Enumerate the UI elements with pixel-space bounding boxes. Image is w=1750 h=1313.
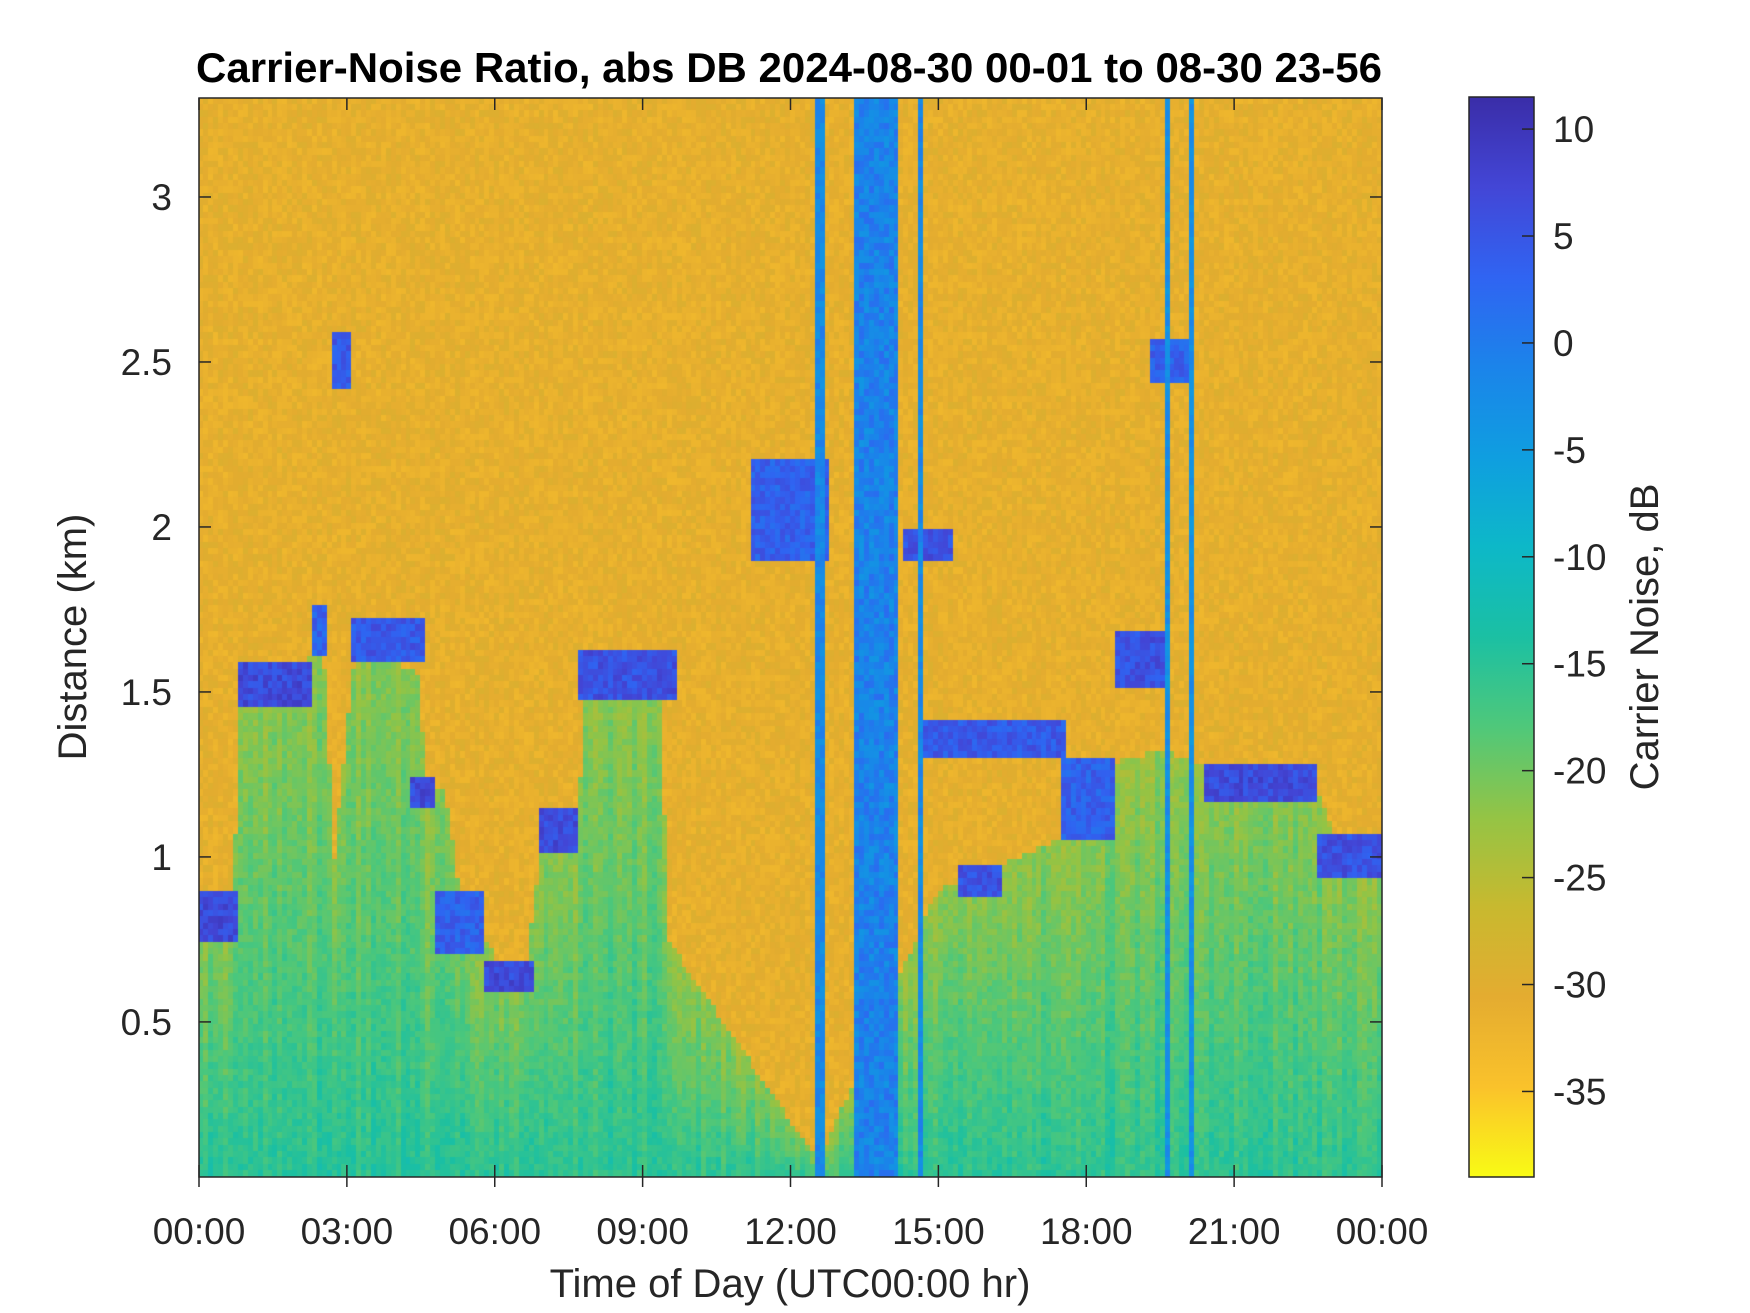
y-tick-label: 2	[151, 507, 172, 548]
y-tick-label: 3	[151, 177, 172, 218]
colorbar-ticks: 10 5 0 -5 -10 -15 -20 -25 -30 -35	[1522, 109, 1606, 1112]
y-tick-label: 1.5	[121, 672, 172, 713]
colorbar-label: Carrier Noise, dB	[1623, 484, 1667, 791]
colorbar-tick-label: -5	[1553, 430, 1586, 471]
colorbar: 10 5 0 -5 -10 -15 -20 -25 -30 -35 Carrier Noise, …	[1468, 96, 1667, 1178]
y-tick-label: 0.5	[121, 1002, 172, 1043]
plot-area: 00:00 03:00 06:00 09:00 12:00 15:00 18:00 21:00…	[121, 97, 1429, 1252]
x-axis: 00:00 03:00 06:00 09:00 12:00 15:00 18:00 21:00…	[153, 98, 1429, 1252]
colorbar-tick-label: -35	[1553, 1071, 1606, 1112]
x-tick-label: 12:00	[744, 1211, 837, 1252]
colorbar-tick-label: -20	[1553, 751, 1606, 792]
colorbar-tick-label: 0	[1553, 323, 1574, 364]
x-tick-label: 15:00	[892, 1211, 985, 1252]
colorbar-tick-label: -15	[1553, 644, 1606, 685]
chart-title: Carrier-Noise Ratio, abs DB 2024-08-30 0…	[196, 44, 1382, 91]
x-axis-label: Time of Day (UTC00:00 hr)	[550, 1262, 1031, 1306]
x-tick-label: 00:00	[1336, 1211, 1429, 1252]
colorbar-tick-label: 10	[1553, 109, 1594, 150]
x-tick-label: 18:00	[1040, 1211, 1133, 1252]
x-tick-label: 03:00	[301, 1211, 394, 1252]
x-tick-label: 09:00	[596, 1211, 689, 1252]
heatmap-image-frame	[199, 98, 1382, 1177]
y-tick-label: 1	[151, 837, 172, 878]
colorbar-tick-label: 5	[1553, 216, 1574, 257]
colorbar-tick-label: -30	[1553, 965, 1606, 1006]
x-tick-label: 06:00	[448, 1211, 541, 1252]
colorbar-tick-label: -25	[1553, 858, 1606, 899]
y-tick-label: 2.5	[121, 342, 172, 383]
heatmap-image	[199, 98, 1382, 1177]
y-axis-label: Distance (km)	[51, 514, 95, 761]
x-tick-label: 00:00	[153, 1211, 246, 1252]
colorbar-tick-label: -10	[1553, 537, 1606, 578]
x-tick-label: 21:00	[1188, 1211, 1281, 1252]
colorbar-gradient	[1468, 96, 1535, 1178]
y-axis: 0.5 1 1.5 2 2.5 3	[121, 177, 1382, 1043]
